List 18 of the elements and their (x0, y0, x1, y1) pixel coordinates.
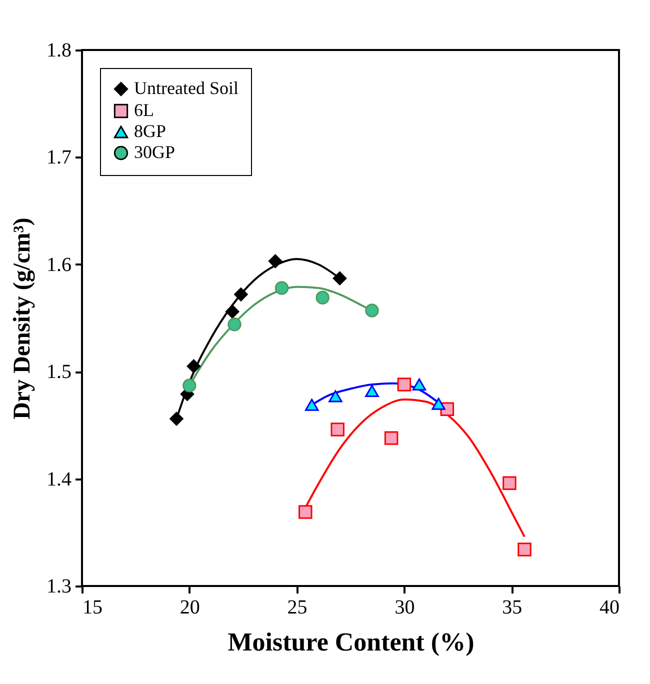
legend-label: 6L (134, 100, 154, 120)
legend-label: 8GP (134, 121, 166, 141)
x-axis-title: Moisture Content (%) (228, 628, 474, 656)
x-tick-label: 40 (600, 596, 620, 618)
legend-label: Untreated Soil (134, 78, 238, 98)
y-tick-label: 1.5 (46, 361, 72, 384)
legend-label: 30GP (134, 142, 176, 162)
x-tick-label: 35 (502, 596, 522, 618)
y-tick-label: 1.8 (46, 40, 72, 62)
x-tick-label: 20 (180, 596, 200, 618)
y-axis-title: Dry Density (g/cm³) (10, 218, 36, 420)
y-tick-label: 1.6 (46, 254, 72, 276)
x-tick-label: 30 (394, 596, 415, 618)
y-tick-label: 1.3 (46, 576, 72, 598)
y-tick-label: 1.4 (46, 468, 72, 490)
x-tick-label: 15 (82, 596, 102, 618)
x-tick-label: 25 (287, 596, 308, 618)
y-tick-label: 1.7 (46, 146, 72, 169)
